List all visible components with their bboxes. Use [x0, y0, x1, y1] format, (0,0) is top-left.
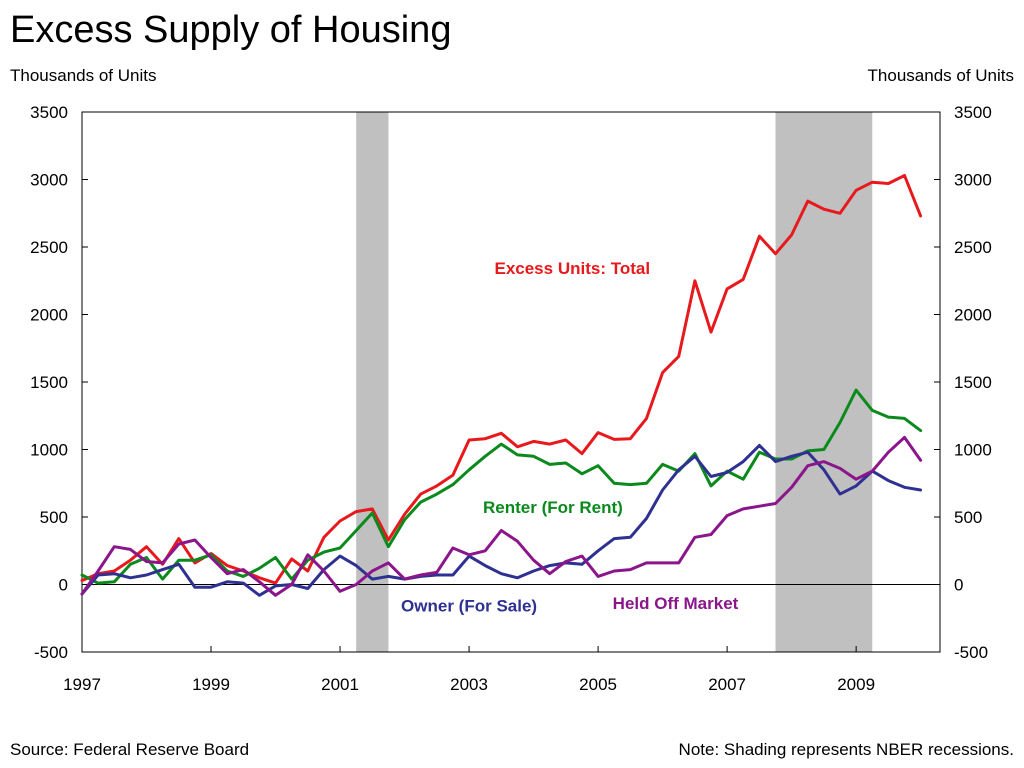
- y-tick-label-right: 1500: [954, 373, 992, 392]
- y-tick-label-right: 3500: [954, 103, 992, 122]
- y-tick-label-left: 500: [40, 508, 68, 527]
- x-tick-label: 1997: [63, 675, 101, 694]
- x-tick-label: 2003: [450, 675, 488, 694]
- recession-band-0: [356, 112, 389, 652]
- y-tick-label-right: 2000: [954, 306, 992, 325]
- x-tick-label: 1999: [192, 675, 230, 694]
- left-axis-unit-label: Thousands of Units: [10, 66, 157, 85]
- y-tick-label-left: 3500: [30, 103, 68, 122]
- y-tick-label-right: 3000: [954, 171, 992, 190]
- y-tick-label-right: -500: [954, 643, 988, 662]
- y-tick-label-left: -500: [34, 643, 68, 662]
- right-axis-unit-label: Thousands of Units: [867, 66, 1014, 85]
- recession-band-1: [775, 112, 873, 652]
- y-tick-label-right: 1000: [954, 441, 992, 460]
- x-tick-label: 2001: [321, 675, 359, 694]
- y-tick-label-right: 500: [954, 508, 982, 527]
- series-label-2: Owner (For Sale): [401, 597, 537, 616]
- source-note: Source: Federal Reserve Board: [10, 740, 250, 759]
- y-tick-label-right: 0: [954, 576, 963, 595]
- series-line-0: [80, 174, 923, 585]
- y-tick-label-right: 2500: [954, 238, 992, 257]
- series-line-3: [80, 435, 923, 597]
- y-tick-label-left: 3000: [30, 171, 68, 190]
- series-line-2: [80, 443, 923, 597]
- y-tick-label-left: 1500: [30, 373, 68, 392]
- y-tick-label-left: 1000: [30, 441, 68, 460]
- x-tick-label: 2009: [837, 675, 875, 694]
- x-tick-label: 2007: [708, 675, 746, 694]
- y-tick-label-left: 0: [59, 576, 68, 595]
- shading-note: Note: Shading represents NBER recessions…: [678, 740, 1014, 759]
- series-label-1: Renter (For Rent): [483, 498, 623, 517]
- y-tick-label-left: 2000: [30, 306, 68, 325]
- x-tick-label: 2005: [579, 675, 617, 694]
- y-tick-label-left: 2500: [30, 238, 68, 257]
- chart-title: Excess Supply of Housing: [10, 9, 452, 51]
- series-label-3: Held Off Market: [613, 594, 739, 613]
- series-label-0: Excess Units: Total: [494, 259, 650, 278]
